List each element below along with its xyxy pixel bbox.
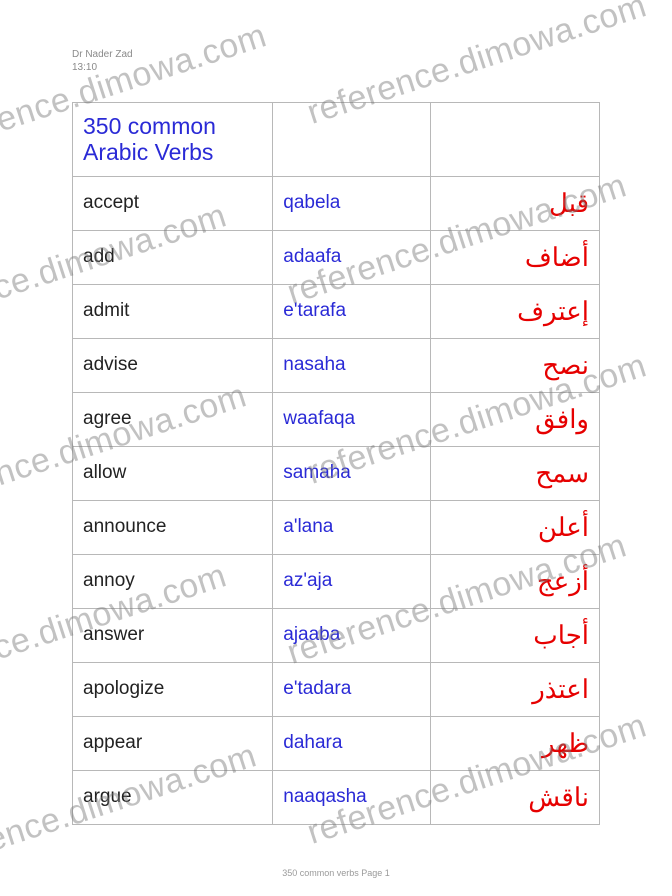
table-row: addadaafaأضاف bbox=[73, 230, 600, 284]
arabic-cell: أزعج bbox=[431, 554, 600, 608]
page-footer: 350 common verbs Page 1 bbox=[0, 868, 672, 878]
arabic-cell: أضاف bbox=[431, 230, 600, 284]
empty-cell bbox=[431, 103, 600, 177]
arabic-cell: أعلن bbox=[431, 500, 600, 554]
table-row: announcea'lanaأعلن bbox=[73, 500, 600, 554]
title-row: 350 common Arabic Verbs bbox=[73, 103, 600, 177]
transliteration-cell: a'lana bbox=[273, 500, 431, 554]
english-cell: argue bbox=[73, 770, 273, 824]
meta-author: Dr Nader Zad bbox=[72, 48, 600, 61]
arabic-cell: إعترف bbox=[431, 284, 600, 338]
english-cell: answer bbox=[73, 608, 273, 662]
english-cell: annoy bbox=[73, 554, 273, 608]
transliteration-cell: qabela bbox=[273, 176, 431, 230]
english-cell: advise bbox=[73, 338, 273, 392]
table-row: agreewaafaqaوافق bbox=[73, 392, 600, 446]
verbs-tbody: 350 common Arabic Verbs acceptqabelaقبلa… bbox=[73, 103, 600, 825]
table-title: 350 common Arabic Verbs bbox=[73, 103, 273, 177]
arabic-cell: ظهر bbox=[431, 716, 600, 770]
transliteration-cell: waafaqa bbox=[273, 392, 431, 446]
english-cell: agree bbox=[73, 392, 273, 446]
table-row: advisenasahaنصح bbox=[73, 338, 600, 392]
arabic-cell: ناقش bbox=[431, 770, 600, 824]
empty-cell bbox=[273, 103, 431, 177]
transliteration-cell: dahara bbox=[273, 716, 431, 770]
table-row: admite'tarafaإعترف bbox=[73, 284, 600, 338]
transliteration-cell: samaha bbox=[273, 446, 431, 500]
english-cell: appear bbox=[73, 716, 273, 770]
verbs-table: 350 common Arabic Verbs acceptqabelaقبلa… bbox=[72, 102, 600, 825]
arabic-cell: نصح bbox=[431, 338, 600, 392]
header-meta: Dr Nader Zad 13:10 bbox=[72, 48, 600, 74]
transliteration-cell: e'tarafa bbox=[273, 284, 431, 338]
arabic-cell: قبل bbox=[431, 176, 600, 230]
table-row: arguenaaqashaناقش bbox=[73, 770, 600, 824]
english-cell: allow bbox=[73, 446, 273, 500]
meta-time: 13:10 bbox=[72, 61, 600, 74]
arabic-cell: أجاب bbox=[431, 608, 600, 662]
english-cell: admit bbox=[73, 284, 273, 338]
transliteration-cell: naaqasha bbox=[273, 770, 431, 824]
transliteration-cell: nasaha bbox=[273, 338, 431, 392]
table-row: allowsamahaسمح bbox=[73, 446, 600, 500]
transliteration-cell: e'tadara bbox=[273, 662, 431, 716]
arabic-cell: سمح bbox=[431, 446, 600, 500]
arabic-cell: وافق bbox=[431, 392, 600, 446]
transliteration-cell: adaafa bbox=[273, 230, 431, 284]
table-row: acceptqabelaقبل bbox=[73, 176, 600, 230]
transliteration-cell: az'aja bbox=[273, 554, 431, 608]
document-page: Dr Nader Zad 13:10 350 common Arabic Ver… bbox=[72, 48, 600, 825]
transliteration-cell: ajaaba bbox=[273, 608, 431, 662]
arabic-cell: اعتذر bbox=[431, 662, 600, 716]
english-cell: announce bbox=[73, 500, 273, 554]
table-row: apologizee'tadaraاعتذر bbox=[73, 662, 600, 716]
table-row: annoyaz'ajaأزعج bbox=[73, 554, 600, 608]
table-row: appeardaharaظهر bbox=[73, 716, 600, 770]
english-cell: apologize bbox=[73, 662, 273, 716]
english-cell: add bbox=[73, 230, 273, 284]
english-cell: accept bbox=[73, 176, 273, 230]
table-row: answerajaabaأجاب bbox=[73, 608, 600, 662]
